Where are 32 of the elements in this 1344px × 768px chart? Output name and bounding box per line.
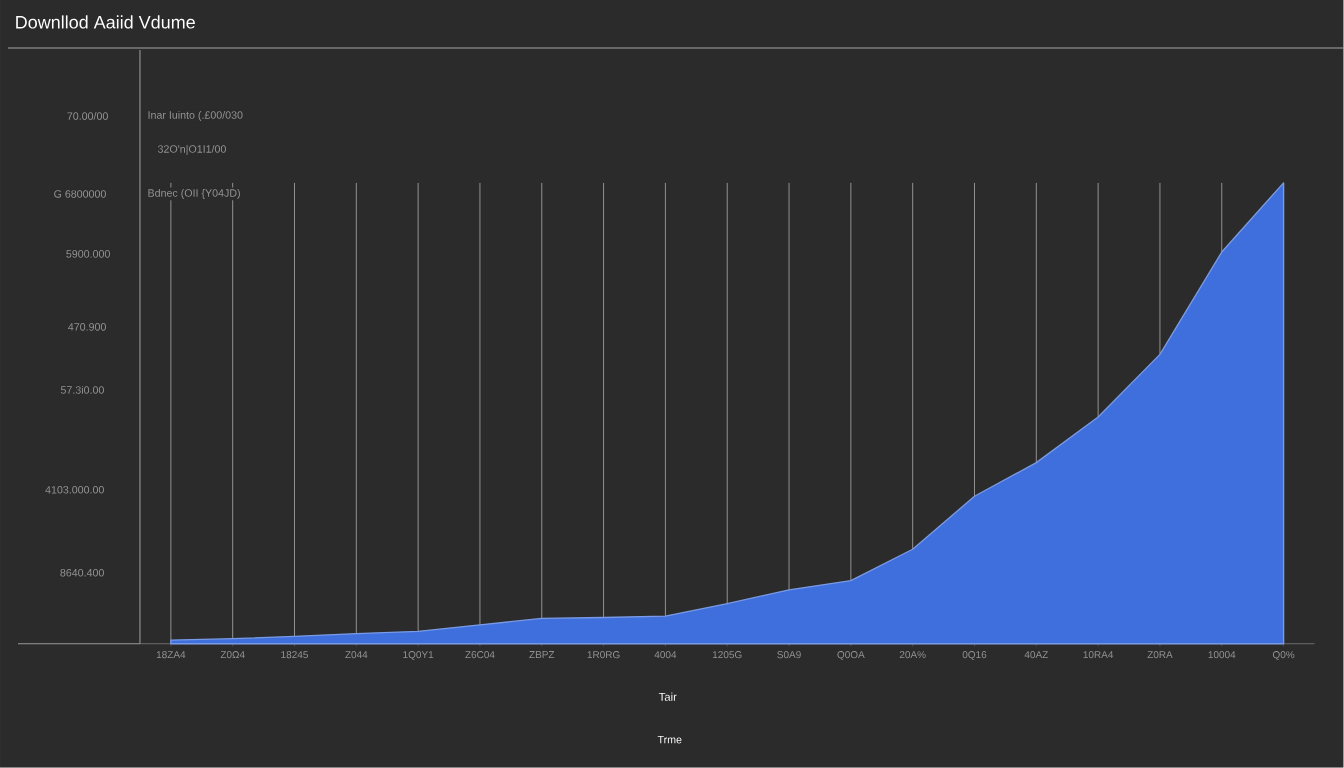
text: Inar Iuinto (.£00/030	[148, 111, 243, 122]
text: G 6800000	[54, 190, 106, 198]
text: 32O'n|O1I1/00	[157, 145, 226, 156]
chart-title: Downllod Aaiid Vdume	[16, 15, 195, 29]
x-tick-label: Z6C04	[465, 651, 495, 659]
x-tick-label: Q0OA	[837, 651, 865, 661]
text: 8640.400	[60, 569, 104, 577]
text: 470.900	[68, 323, 106, 331]
x-tick-label: 10RA4	[1083, 651, 1114, 659]
x-tick-label: Z0RA	[1147, 651, 1173, 659]
x-tick-label: 0Q16	[962, 651, 987, 661]
x-tick-label: 4004	[654, 651, 677, 659]
text: 5900.000	[66, 250, 110, 258]
text: 70.00/00	[67, 112, 108, 121]
x-tick-label: ZBPZ	[529, 651, 555, 659]
x-tick-label: 40AZ	[1024, 651, 1048, 659]
x-tick-label: 18ZA4	[156, 651, 186, 659]
x-tick-label: 1R0RG	[587, 651, 620, 659]
text: 57.3i0.00	[60, 386, 104, 394]
x-tick-label: Q0%	[1272, 651, 1295, 661]
x-tick-label: Z0Ω4	[220, 651, 245, 659]
x-tick-label: 18245	[281, 651, 308, 659]
x-axis-title: Tair	[658, 692, 677, 702]
x-tick-label: 1Q0Y1	[403, 651, 434, 661]
text: 4103.000.00	[45, 486, 104, 494]
x-tick-label: S0A9	[777, 651, 801, 659]
x-tick-label: 10004	[1208, 651, 1236, 659]
annotation: Bdnec (OII {Y04JD)	[148, 189, 240, 200]
x-tick-label: 20A%	[899, 651, 926, 659]
text: Trme	[657, 736, 682, 744]
x-tick-label: Z044	[345, 651, 368, 659]
x-tick-label: 1205G	[712, 651, 742, 659]
